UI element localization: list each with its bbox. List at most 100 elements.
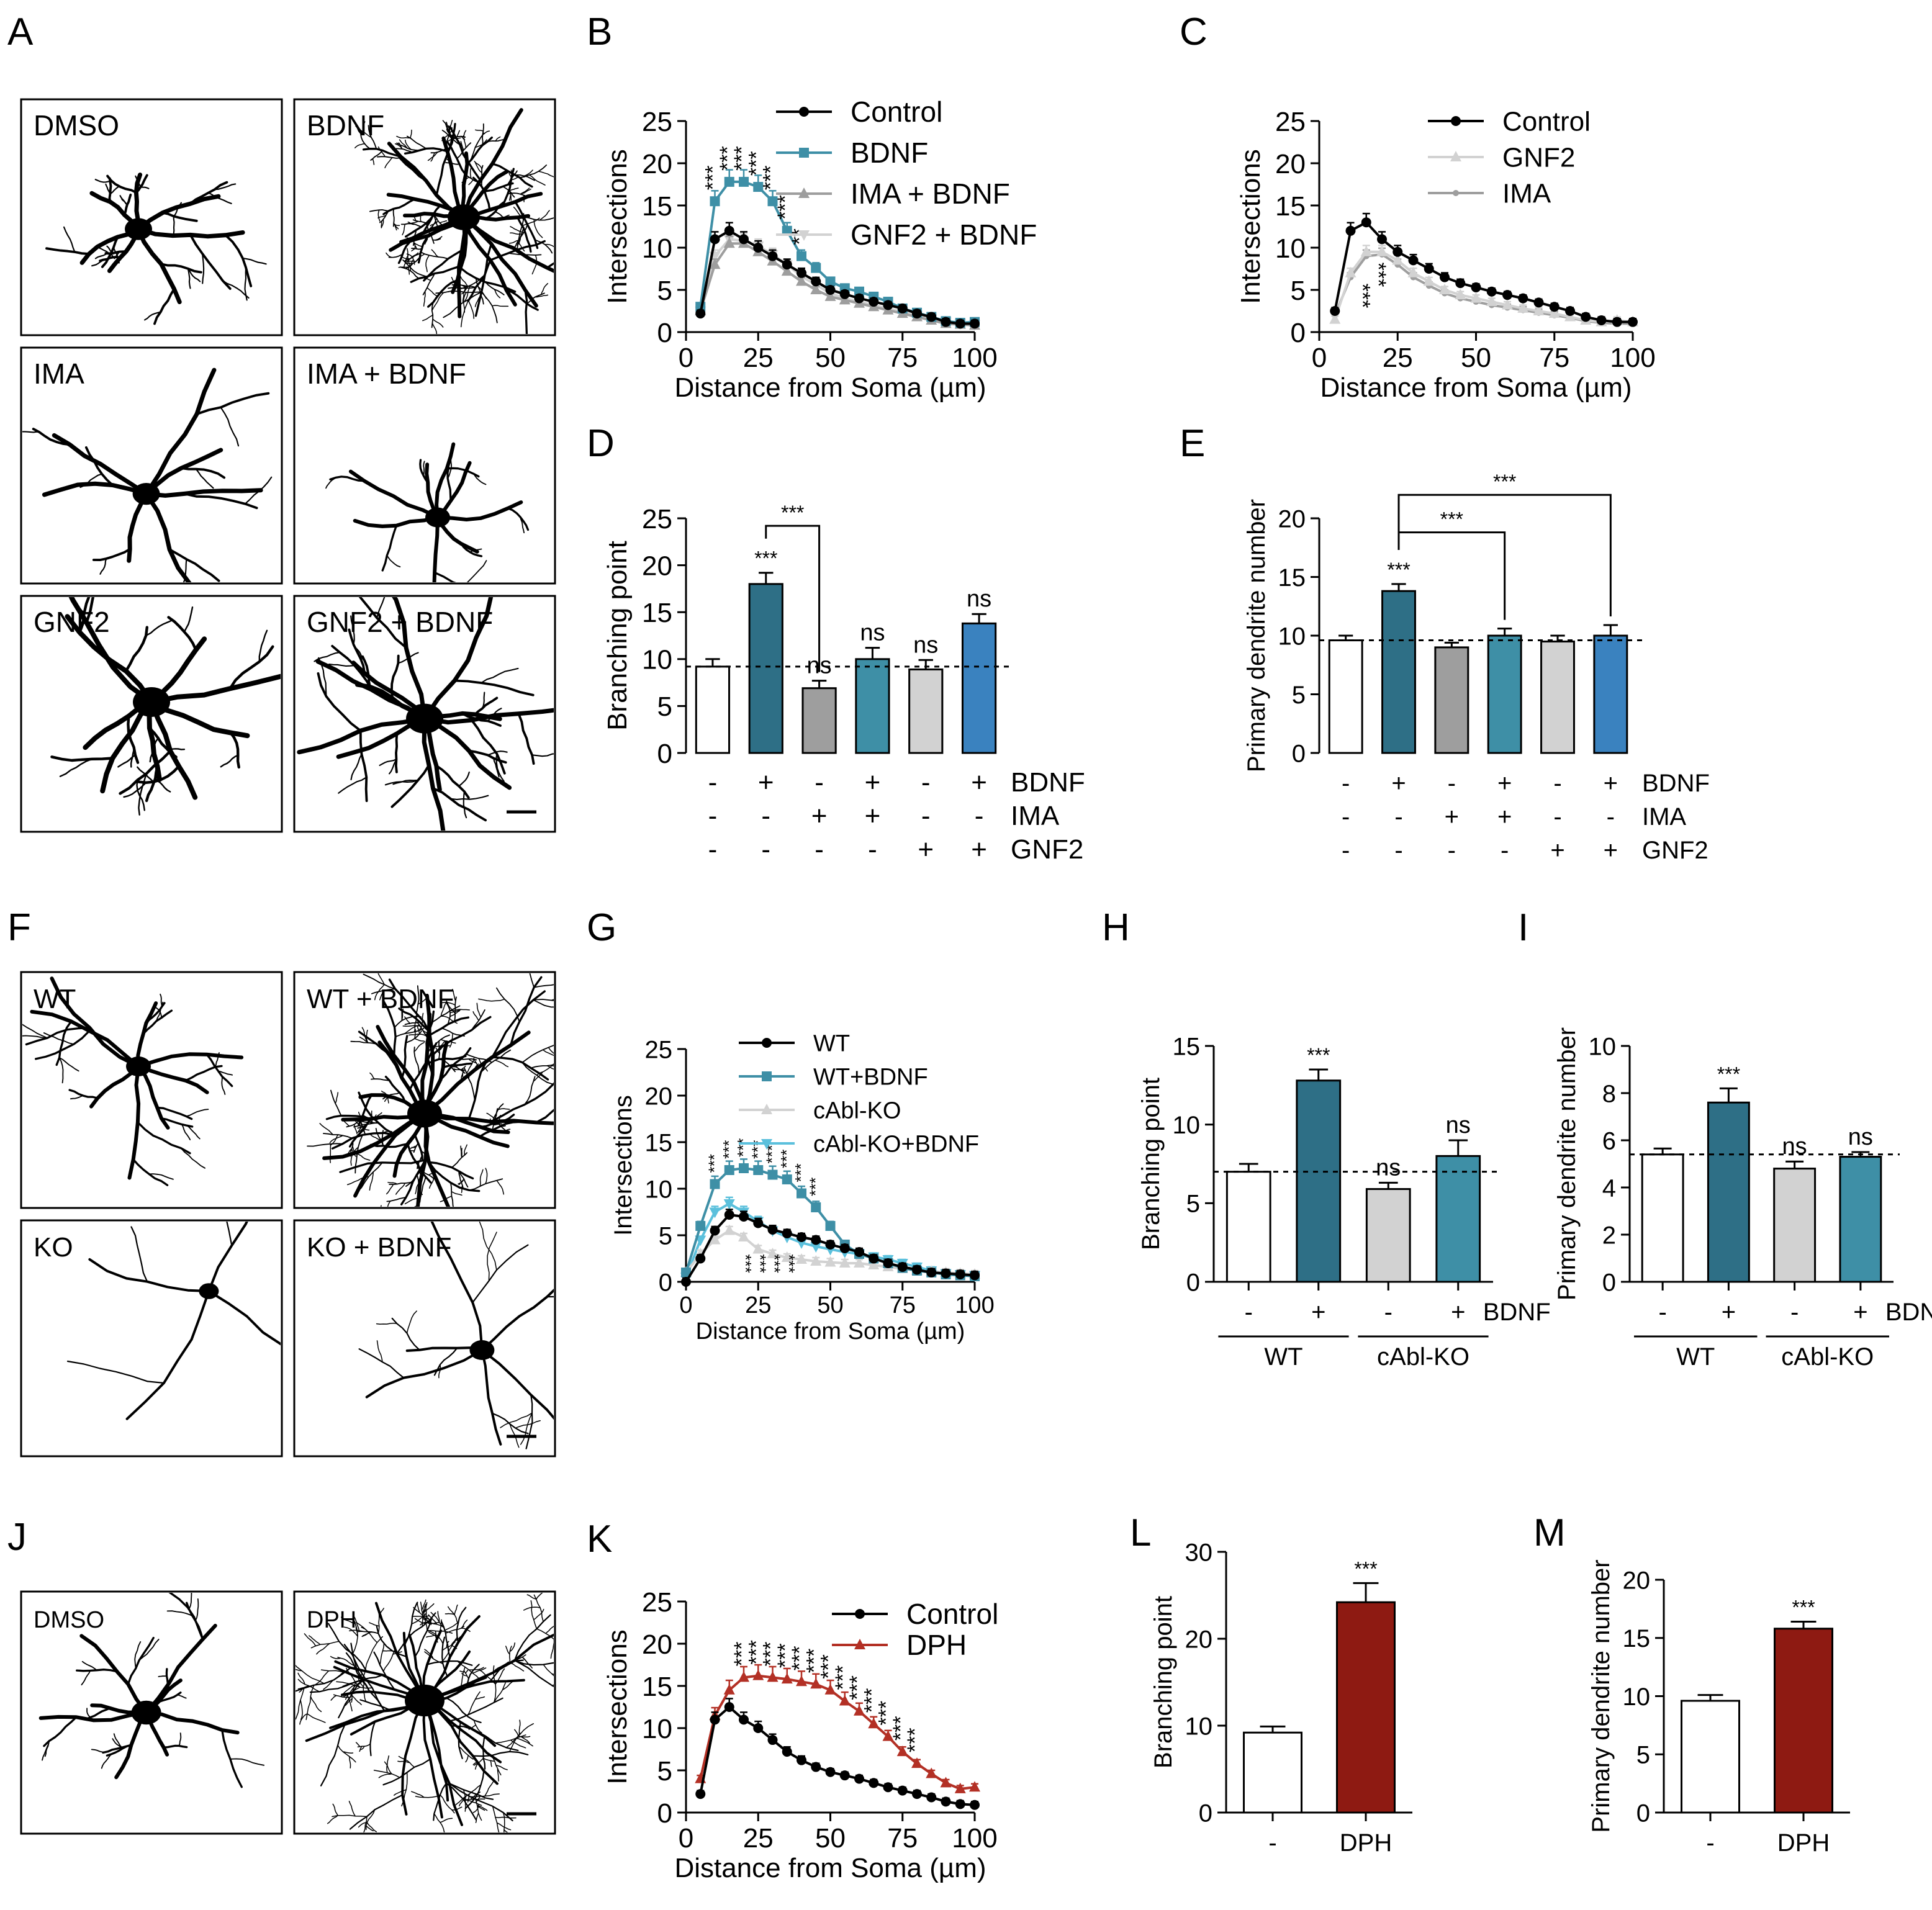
- neuron-dendrite: [99, 557, 107, 575]
- data-point: [797, 268, 806, 278]
- neuron-dendrite: [173, 202, 183, 217]
- neuron-dendrite: [525, 1394, 533, 1449]
- factor-label: IMA: [1011, 801, 1060, 831]
- group-label: WT: [1264, 1343, 1302, 1371]
- neuron-dendrite: [113, 1733, 123, 1749]
- neuron-dendrite: [424, 233, 430, 245]
- significance-marker: ***: [777, 1150, 796, 1168]
- factor-sign: -: [1342, 770, 1350, 797]
- y-tick-label: 0: [657, 1798, 672, 1829]
- neuron-dendrite: [467, 1691, 481, 1716]
- neuron-dendrite: [396, 135, 411, 139]
- factor-label: BDNF: [1642, 770, 1710, 797]
- neuron-dendrite: [153, 287, 176, 325]
- data-point: [839, 1243, 850, 1253]
- neuron-dendrite: [221, 1076, 226, 1095]
- data-point: [1581, 312, 1591, 322]
- neuron-dendrite: [461, 1628, 471, 1632]
- series-line: [699, 238, 975, 326]
- neuron-dendrite: [371, 1114, 377, 1120]
- neuron-dendrite: [473, 473, 487, 485]
- neuron-dendrite: [436, 515, 479, 554]
- neuron-dendrite: [160, 263, 202, 274]
- chart-H: H 0 5 10 15 Branching point *** ns ns - + - + BDNF WT c…: [1102, 906, 1551, 1371]
- neuron-dendrite: [431, 249, 440, 258]
- neuron-dendrite: [317, 672, 362, 732]
- data-point: [824, 1683, 836, 1695]
- data-point: [1360, 245, 1372, 256]
- data-point: [811, 1762, 821, 1772]
- neuron-dendrite: [463, 130, 467, 137]
- factor-sign: +: [865, 767, 881, 798]
- neuron-dendrite: [546, 1295, 554, 1298]
- bracket-significance-label: ***: [1440, 508, 1463, 531]
- bracket-significance-label: ***: [781, 502, 804, 524]
- neuron-dendrite: [405, 139, 412, 150]
- neuron-dendrite: [359, 1119, 366, 1134]
- neuron-dendrite: [468, 1667, 484, 1670]
- factor-sign: +: [1604, 837, 1618, 864]
- data-point: [710, 1225, 720, 1236]
- neuron-dendrite: [428, 1155, 430, 1163]
- neuron-dendrite: [487, 750, 508, 756]
- neuron-dendrite: [567, 1084, 585, 1092]
- neuron-dendrite: [392, 779, 419, 785]
- neuron-dendrite: [476, 1002, 482, 1018]
- data-point: [1329, 313, 1341, 324]
- y-tick-label: 2: [1602, 1222, 1616, 1249]
- neuron-dendrite: [474, 295, 482, 307]
- data-point: [797, 1755, 806, 1765]
- factor-sign: -: [1384, 1299, 1393, 1326]
- neuron-drawing: [354, 108, 554, 334]
- neuron-dendrite: [557, 994, 577, 1007]
- bar: [801, 687, 837, 754]
- y-tick-label: 15: [1275, 191, 1306, 222]
- neuron-dendrite: [503, 1829, 508, 1832]
- neuron-dendrite: [98, 247, 110, 255]
- neuron-dendrite: [348, 628, 366, 675]
- micrograph-label: GNF2: [34, 606, 110, 638]
- micrograph-frame: [20, 1219, 283, 1457]
- data-point: [709, 258, 721, 269]
- factor-sign: -: [1342, 803, 1350, 831]
- micrograph-content: [22, 367, 273, 582]
- neuron-dendrite: [535, 1109, 554, 1124]
- data-point: [724, 176, 734, 187]
- neuron-dendrite: [220, 754, 239, 768]
- neuron-dendrite: [345, 1652, 371, 1693]
- neuron-dendrite: [195, 468, 214, 489]
- data-point: [854, 1773, 864, 1784]
- significance-marker: ***: [788, 1646, 811, 1670]
- neuron-dendrite: [535, 1593, 543, 1600]
- neuron-dendrite: [350, 1699, 426, 1736]
- significance-marker: ***: [875, 1701, 898, 1726]
- data-point: [724, 1210, 734, 1220]
- factor-sign: +: [971, 767, 987, 798]
- y-tick-label: 20: [642, 551, 672, 581]
- neuron-dendrite: [134, 1641, 142, 1669]
- neuron-dendrite: [361, 1027, 369, 1043]
- bar-significance-label: ***: [1792, 1597, 1815, 1619]
- significance-marker: ***: [716, 146, 739, 171]
- neuron-dendrite: [437, 1611, 440, 1623]
- neuron-dendrite: [384, 779, 419, 786]
- data-point: [1565, 306, 1575, 316]
- neuron-dendrite: [422, 708, 554, 725]
- bar-significance-label: ***: [1307, 1044, 1330, 1066]
- neuron-dendrite: [71, 597, 85, 615]
- neuron-dendrite: [566, 1303, 571, 1325]
- neuron-dendrite: [300, 1699, 303, 1721]
- neuron-drawing: [297, 597, 554, 831]
- neuron-dendrite: [220, 407, 240, 447]
- chart-B: B 0 5 10 15 20 25 Intersections 0 25 50 75 100Distan…: [587, 11, 1037, 403]
- neuron-dendrite: [484, 1781, 494, 1797]
- neuron-dendrite: [462, 286, 466, 303]
- data-point: [752, 1243, 764, 1254]
- neuron-dendrite: [154, 777, 171, 793]
- neuron-dendrite: [411, 248, 423, 250]
- neuron-dendrite: [393, 223, 399, 230]
- y-tick-label: 20: [1185, 1626, 1213, 1653]
- neuron-dendrite: [187, 268, 191, 289]
- neuron-dendrite: [319, 1123, 334, 1135]
- neuron-dendrite: [428, 1631, 440, 1639]
